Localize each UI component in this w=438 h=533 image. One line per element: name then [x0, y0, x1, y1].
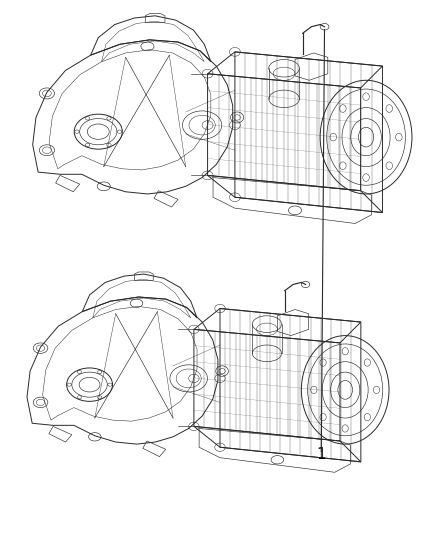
Text: 1: 1	[317, 447, 326, 462]
